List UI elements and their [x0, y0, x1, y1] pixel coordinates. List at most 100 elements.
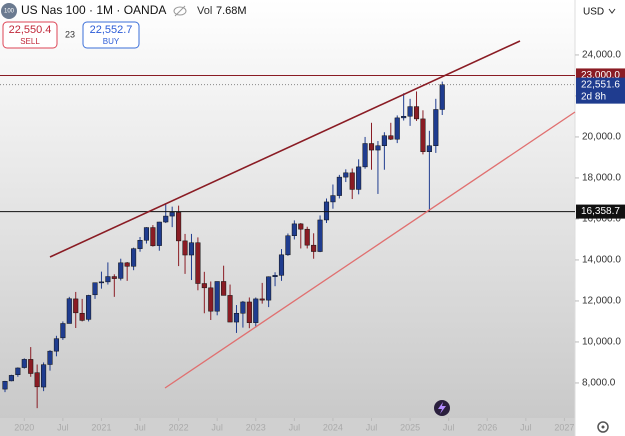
candle-body: [60, 323, 66, 339]
candle-body: [105, 276, 111, 283]
trend-line: [164, 111, 576, 389]
candle-body: [323, 201, 330, 221]
x-tick-label: 2024: [323, 422, 343, 432]
settings-button[interactable]: [597, 421, 609, 433]
candle-body: [356, 166, 362, 190]
candle-body: [131, 248, 137, 267]
trend-line: [49, 40, 521, 258]
candle-body: [413, 106, 420, 120]
candle-body: [98, 281, 105, 284]
sell-price: 22,550.4: [9, 24, 52, 36]
symbol-badge[interactable]: [1, 3, 17, 19]
y-tick-label: 10,000.0: [582, 337, 621, 348]
candle-body: [124, 262, 130, 267]
currency-chevron[interactable]: [608, 8, 616, 14]
candle-body: [15, 367, 21, 375]
x-tick-label: 2026: [477, 422, 497, 432]
x-tick-label: Jul: [57, 422, 69, 432]
candle-body: [227, 295, 233, 323]
candle-body: [259, 298, 265, 301]
candle-body: [401, 115, 407, 119]
candle-body: [8, 375, 14, 382]
candle-body: [214, 281, 220, 312]
y-tick-label: 24,000.0: [582, 50, 621, 61]
x-tick-label: Jul: [443, 422, 455, 432]
symbol-title[interactable]: US Nas 100 · 1M · OANDA: [21, 3, 166, 17]
bolt-button[interactable]: [434, 400, 450, 416]
last-price-box: [576, 77, 625, 104]
x-tick-label: 2021: [91, 422, 111, 432]
y-tick-label: 12,000.0: [582, 296, 621, 307]
header: 100 US Nas 100 · 1M · OANDA Vol 7.68M 22…: [1, 3, 616, 49]
visibility-icon[interactable]: [173, 5, 187, 17]
price-label: 23,000.0: [581, 70, 620, 81]
x-tick-label: Jul: [211, 422, 223, 432]
candle-body: [253, 298, 259, 323]
y-tick-label: 20,000.0: [582, 132, 621, 143]
candle-body: [2, 381, 8, 390]
candle-body: [28, 359, 34, 374]
candle-body: [433, 109, 439, 147]
candle-body: [266, 276, 272, 301]
x-tick-label: 2025: [400, 422, 420, 432]
candle-body: [111, 276, 117, 279]
sell-button[interactable]: [2, 21, 58, 49]
currency[interactable]: USD: [583, 7, 604, 18]
price-labels: 8,000.010,000.012,000.014,000.016,000.01…: [14, 50, 625, 432]
sell-label: SELL: [20, 37, 40, 46]
x-tick-label: 2027: [554, 422, 574, 432]
candle-body: [201, 283, 207, 289]
x-tick-label: 2022: [169, 422, 189, 432]
x-tick-label: Jul: [520, 422, 532, 432]
candle-body: [394, 117, 400, 140]
candle-body: [233, 312, 240, 323]
x-tick-label: Jul: [134, 422, 146, 432]
candle-body: [195, 242, 201, 284]
symbol-badge-text: 100: [4, 9, 15, 15]
candle-body: [34, 372, 40, 388]
candle-body: [47, 350, 53, 365]
candle-body: [330, 195, 336, 203]
candle-body: [156, 221, 162, 246]
candle-body: [285, 235, 291, 256]
candle-body: [118, 262, 124, 279]
y-tick-label: 14,000.0: [582, 255, 621, 266]
candle-body: [137, 240, 143, 249]
candle-body: [66, 298, 72, 324]
candle-body: [381, 135, 387, 147]
candle-body: [53, 338, 59, 352]
candle-body: [150, 227, 156, 247]
candle-body: [221, 281, 227, 296]
candle-body: [188, 242, 195, 256]
price-lines: [0, 74, 575, 213]
candle-body: [86, 295, 92, 320]
spread: 23: [65, 29, 75, 39]
x-tick-label: Jul: [366, 422, 378, 432]
price-label: 16,358.7: [581, 206, 620, 217]
candle-body: [278, 254, 285, 276]
candle-body: [21, 359, 27, 368]
x-tick-label: 2023: [246, 422, 266, 432]
candle-body: [246, 301, 252, 323]
candle-body: [41, 364, 47, 388]
candle-body: [73, 298, 79, 314]
buy-button[interactable]: [82, 21, 140, 49]
candle-body: [176, 212, 182, 242]
candle-body: [349, 172, 355, 190]
candle-body: [439, 84, 445, 110]
candle-body: [336, 176, 342, 196]
candle-body: [298, 223, 304, 230]
candle-body: [291, 223, 297, 237]
volume-value: 7.68M: [216, 5, 247, 17]
y-tick-label: 16,000.0: [582, 214, 621, 225]
candle-body: [343, 172, 349, 178]
candle-body: [208, 287, 214, 312]
countdown: 2d 8h: [581, 91, 606, 102]
x-tick-label: 2020: [14, 422, 34, 432]
candle-body: [426, 145, 432, 152]
y-tick-label: 18,000.0: [582, 173, 621, 184]
buy-label: BUY: [103, 37, 120, 46]
candle-body: [311, 244, 317, 252]
candle-body: [240, 301, 246, 314]
